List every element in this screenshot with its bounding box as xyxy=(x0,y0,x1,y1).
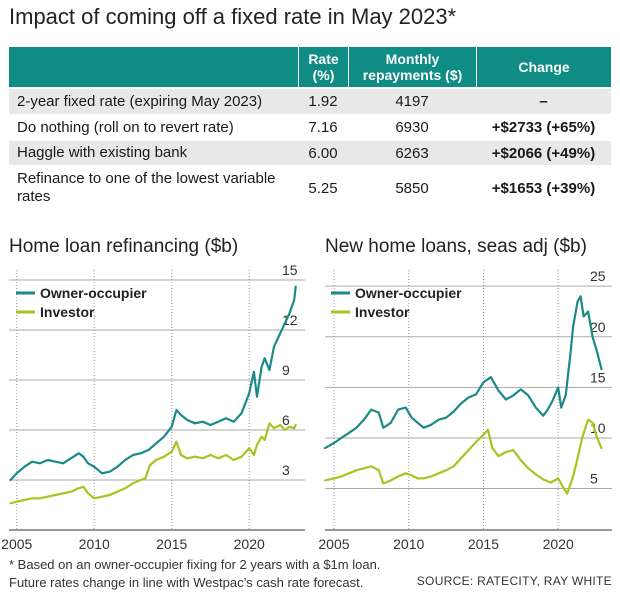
newloans-y-tick-label: 5 xyxy=(590,471,598,487)
refi-y-tick-label: 3 xyxy=(282,462,290,478)
row-label: Do nothing (roll on to revert rate) xyxy=(9,114,298,139)
newloans-y-tick-label: 25 xyxy=(590,268,606,284)
table-row: Do nothing (roll on to revert rate) 7.16… xyxy=(9,114,611,139)
header-rate: Rate (%) xyxy=(298,47,348,87)
table-row: Refinance to one of the lowest variable … xyxy=(9,165,611,209)
row-repayment: 6263 xyxy=(348,139,476,165)
page-title: Impact of coming off a fixed rate in May… xyxy=(9,4,457,29)
chart-title-refinancing: Home loan refinancing ($b) xyxy=(9,236,239,257)
row-rate: 7.16 xyxy=(298,114,348,139)
row-rate: 6.00 xyxy=(298,139,348,165)
header-label xyxy=(9,47,298,87)
row-rate: 5.25 xyxy=(298,165,348,209)
table-row: Haggle with existing bank 6.00 6263 +$20… xyxy=(9,139,611,165)
newloans-y-tick-label: 20 xyxy=(590,319,606,335)
rates-table: Rate (%) Monthly repayments ($) Change 2… xyxy=(9,47,611,209)
row-change: +$2066 (+49%) xyxy=(476,139,611,165)
row-change: +$1653 (+39%) xyxy=(476,165,611,209)
newloans-x-tick-label: 2010 xyxy=(393,536,424,552)
refi-legend-label: Owner-occupier xyxy=(40,285,147,301)
newloans-x-tick-label: 2020 xyxy=(543,536,574,552)
refi-x-tick-label: 2015 xyxy=(156,536,187,552)
row-label: Haggle with existing bank xyxy=(9,139,298,165)
newloans-y-tick-label: 15 xyxy=(590,369,606,385)
row-change: +$2733 (+65%) xyxy=(476,114,611,139)
row-label: 2-year fixed rate (expiring May 2023) xyxy=(9,87,298,114)
row-repayment: 6930 xyxy=(348,114,476,139)
refi-y-tick-label: 9 xyxy=(282,362,290,378)
row-label: Refinance to one of the lowest variable … xyxy=(9,165,298,209)
refi-series-owner-occupier-line xyxy=(9,285,297,482)
row-repayment: 4197 xyxy=(348,87,476,114)
row-change: – xyxy=(476,87,611,114)
chart-title-new-loans: New home loans, seas adj ($b) xyxy=(325,236,587,257)
newloans-x-tick-label: 2005 xyxy=(318,536,349,552)
source-credit: SOURCE: RATECITY, RAY WHITE xyxy=(416,574,612,588)
row-repayment: 5850 xyxy=(348,165,476,209)
table-row: 2-year fixed rate (expiring May 2023) 1.… xyxy=(9,87,611,114)
newloans-series-investor-line xyxy=(323,418,603,495)
header-change: Change xyxy=(476,47,611,87)
refi-y-tick-label: 12 xyxy=(282,312,298,328)
footnote-line-2: Future rates change in line with Westpac… xyxy=(9,575,364,590)
header-repayments: Monthly repayments ($) xyxy=(348,47,476,87)
refi-y-tick-label: 15 xyxy=(282,262,298,278)
row-rate: 1.92 xyxy=(298,87,348,114)
newloans-x-tick-label: 2015 xyxy=(468,536,499,552)
table-header-row: Rate (%) Monthly repayments ($) Change xyxy=(9,47,611,87)
newloans-legend-label: Investor xyxy=(355,304,410,320)
refi-x-tick-label: 2005 xyxy=(1,536,32,552)
newloans-legend-label: Owner-occupier xyxy=(355,285,462,301)
refi-legend-label: Investor xyxy=(40,304,95,320)
refi-y-tick-label: 6 xyxy=(282,412,290,428)
refi-x-tick-label: 2010 xyxy=(79,536,110,552)
refi-series-investor-line xyxy=(9,422,297,505)
newloans-series-owner-occupier-line xyxy=(323,295,603,450)
footnote: * Based on an owner-occupier fixing for … xyxy=(9,556,380,592)
footnote-line-1: * Based on an owner-occupier fixing for … xyxy=(9,557,381,572)
refi-x-tick-label: 2020 xyxy=(234,536,265,552)
